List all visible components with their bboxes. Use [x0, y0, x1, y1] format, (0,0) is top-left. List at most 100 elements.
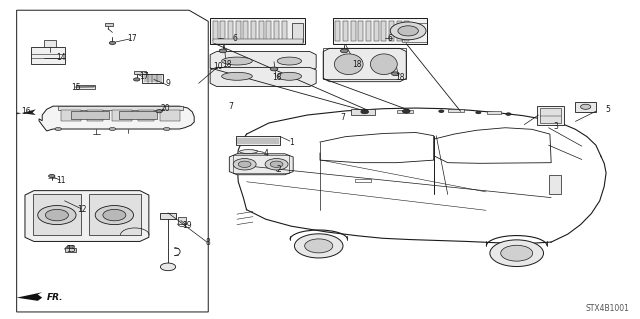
Bar — [402, 23, 428, 42]
Bar — [138, 110, 154, 122]
Text: 2: 2 — [276, 165, 281, 174]
Polygon shape — [210, 67, 316, 86]
Text: 6: 6 — [232, 34, 237, 43]
Text: 5: 5 — [605, 105, 610, 114]
Ellipse shape — [277, 57, 301, 65]
Bar — [143, 74, 163, 83]
Bar — [134, 70, 147, 74]
Bar — [358, 21, 364, 41]
Circle shape — [305, 239, 333, 253]
Bar — [351, 109, 375, 115]
Bar — [71, 111, 109, 120]
Bar — [61, 110, 81, 122]
Bar — [323, 48, 406, 78]
Bar — [243, 21, 248, 41]
Circle shape — [55, 127, 61, 130]
Text: 7: 7 — [340, 113, 345, 122]
Circle shape — [49, 174, 55, 178]
Circle shape — [294, 234, 343, 258]
Bar — [351, 21, 356, 41]
Text: 14: 14 — [56, 53, 66, 62]
Circle shape — [361, 110, 369, 114]
Bar — [575, 102, 596, 112]
Bar — [31, 47, 65, 64]
Circle shape — [403, 109, 410, 113]
Bar — [259, 21, 264, 41]
Bar — [236, 136, 280, 145]
Bar — [374, 21, 379, 41]
Circle shape — [580, 104, 591, 109]
Text: 6: 6 — [388, 34, 393, 43]
Circle shape — [476, 111, 481, 114]
Ellipse shape — [334, 54, 363, 75]
Circle shape — [490, 240, 543, 267]
Circle shape — [398, 26, 419, 36]
Ellipse shape — [221, 72, 252, 80]
Text: 18: 18 — [395, 73, 404, 82]
Circle shape — [103, 209, 126, 221]
Bar — [397, 21, 402, 41]
Bar — [161, 110, 179, 122]
Circle shape — [439, 110, 444, 113]
Bar — [274, 21, 279, 41]
Bar — [282, 21, 287, 41]
Polygon shape — [17, 109, 36, 115]
Bar — [366, 21, 371, 41]
Circle shape — [67, 245, 74, 249]
Text: 8: 8 — [206, 238, 211, 247]
Circle shape — [109, 127, 116, 130]
Bar — [178, 217, 186, 224]
Circle shape — [270, 161, 283, 167]
Bar — [161, 213, 176, 219]
Polygon shape — [323, 48, 406, 82]
Text: 7: 7 — [228, 102, 233, 111]
Bar — [548, 175, 561, 195]
Text: 11: 11 — [56, 176, 66, 185]
Ellipse shape — [371, 54, 397, 75]
Bar — [119, 111, 157, 120]
Bar — [537, 106, 564, 124]
Bar — [487, 111, 501, 114]
Text: 3: 3 — [554, 122, 559, 131]
Bar — [113, 110, 132, 122]
Text: 16: 16 — [21, 108, 31, 116]
Text: 4: 4 — [263, 149, 268, 158]
Circle shape — [390, 22, 426, 40]
Circle shape — [238, 161, 251, 167]
Text: 15: 15 — [71, 83, 81, 92]
Circle shape — [219, 49, 227, 53]
Bar — [333, 18, 428, 44]
Bar — [389, 21, 394, 41]
Bar — [228, 21, 233, 41]
Text: 1: 1 — [289, 137, 294, 146]
Polygon shape — [25, 191, 149, 241]
Text: 19: 19 — [182, 221, 192, 230]
Text: 18: 18 — [273, 73, 282, 82]
Bar — [335, 21, 340, 41]
Bar — [212, 21, 218, 41]
Bar — [448, 109, 464, 113]
Bar — [58, 106, 182, 110]
Circle shape — [265, 159, 288, 170]
Ellipse shape — [277, 72, 301, 80]
Bar — [65, 248, 76, 252]
Text: 9: 9 — [166, 79, 170, 88]
Circle shape — [45, 209, 68, 221]
Circle shape — [95, 205, 134, 225]
Text: 17: 17 — [140, 72, 149, 81]
Text: 18: 18 — [223, 60, 232, 69]
Circle shape — [233, 159, 256, 170]
Bar — [210, 18, 305, 44]
Circle shape — [38, 205, 76, 225]
Bar — [220, 21, 225, 41]
Ellipse shape — [221, 57, 252, 65]
Polygon shape — [229, 154, 293, 175]
Text: FR.: FR. — [47, 293, 63, 302]
Text: 13: 13 — [66, 245, 76, 254]
Circle shape — [156, 110, 163, 113]
Bar — [33, 194, 81, 235]
Text: 20: 20 — [161, 104, 170, 113]
Text: 18: 18 — [352, 60, 362, 69]
Circle shape — [340, 49, 348, 53]
Bar — [89, 194, 141, 235]
